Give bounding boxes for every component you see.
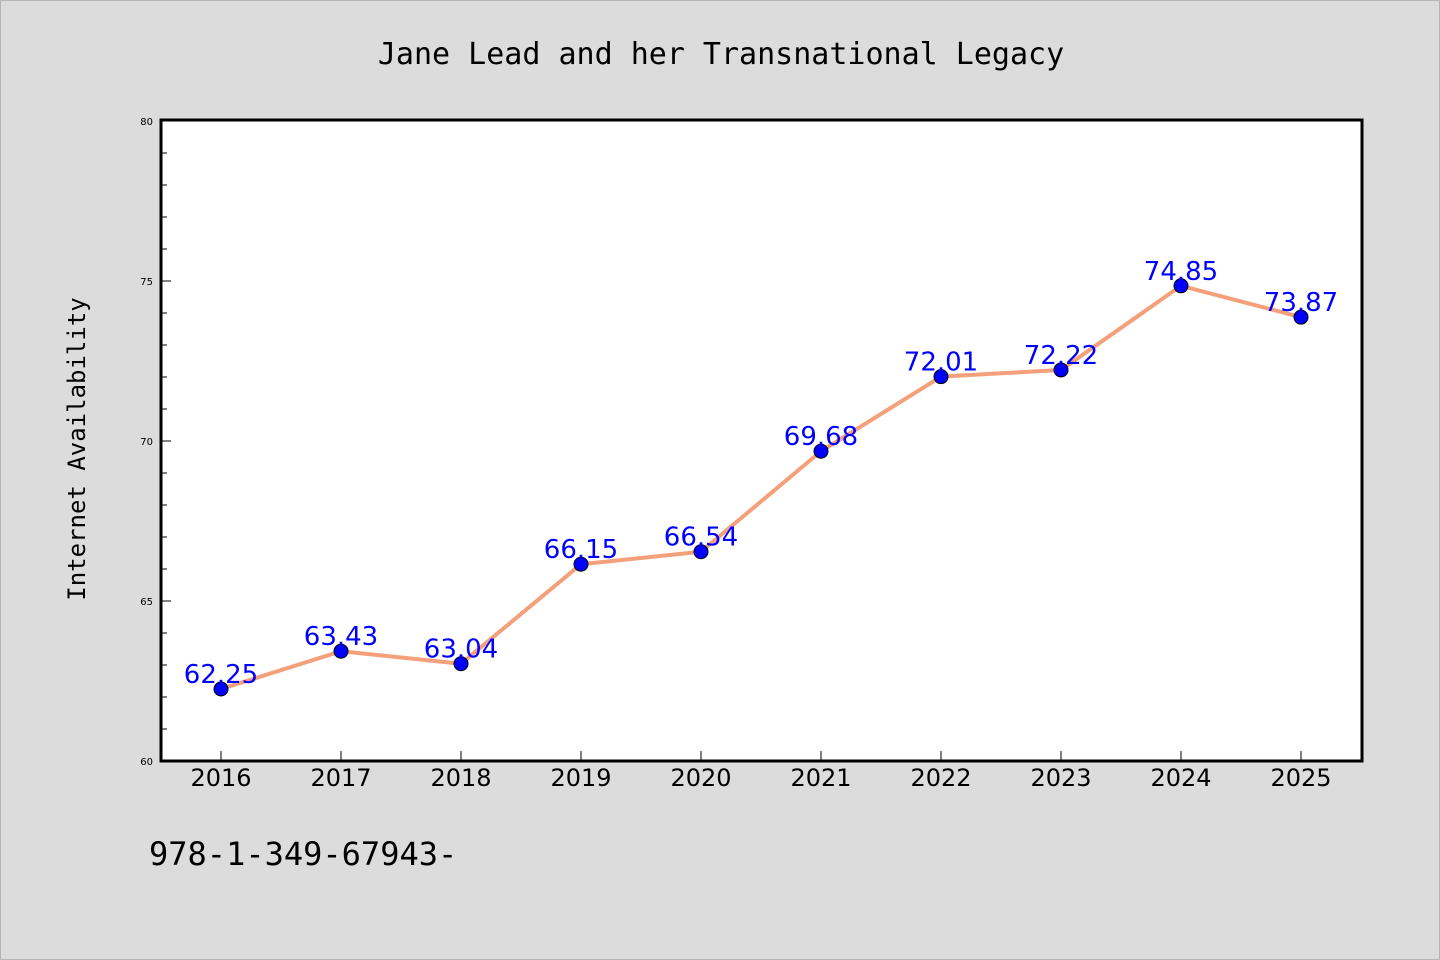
data-point [573, 556, 589, 572]
data-label: 69.68 [784, 422, 858, 452]
data-point [453, 656, 469, 672]
x-tick-label: 2025 [1270, 764, 1331, 792]
data-label: 72.22 [1024, 341, 1098, 371]
y-tick-label: 70 [140, 437, 153, 448]
data-point [1173, 278, 1189, 294]
x-tick-label: 2016 [190, 764, 251, 792]
x-tick-label: 2022 [910, 764, 971, 792]
isbn-annotation: 978-1-349-67943- [149, 835, 457, 873]
data-point [813, 443, 829, 459]
y-axis-label: Internet Availability [63, 297, 91, 600]
chart-title: Jane Lead and her Transnational Legacy [378, 37, 1064, 72]
x-tick-label: 2020 [670, 764, 731, 792]
x-tick-label: 2019 [550, 764, 611, 792]
data-point [213, 681, 229, 697]
x-tick-label: 2018 [430, 764, 491, 792]
data-point [1293, 309, 1309, 325]
x-tick-label: 2017 [310, 764, 371, 792]
y-tick-label: 80 [140, 117, 153, 128]
x-tick-label: 2024 [1150, 764, 1211, 792]
chart-marks: 60 65 70 75 80 2016 2017 2018 2019 2020 2021 2022 20… [140, 117, 1338, 792]
data-label: 63.04 [424, 635, 498, 665]
data-point [1053, 362, 1069, 378]
data-label: 72.01 [904, 348, 978, 378]
plot-area [161, 120, 1362, 761]
data-label: 74.85 [1144, 257, 1218, 287]
y-tick-label: 65 [140, 597, 153, 608]
data-label: 66.54 [664, 523, 738, 553]
data-point [933, 369, 949, 385]
y-tick-label: 75 [140, 277, 153, 288]
y-tick-label: 60 [140, 757, 153, 768]
data-label: 63.43 [304, 622, 378, 652]
data-point [333, 643, 349, 659]
x-tick-label: 2023 [1030, 764, 1091, 792]
x-tick-label: 2021 [790, 764, 851, 792]
data-label: 73.87 [1264, 288, 1338, 318]
data-label: 62.25 [184, 660, 258, 690]
plot-frame [159, 118, 1364, 763]
data-point [693, 544, 709, 560]
data-label: 66.15 [544, 535, 618, 565]
series-line [219, 283, 1303, 691]
